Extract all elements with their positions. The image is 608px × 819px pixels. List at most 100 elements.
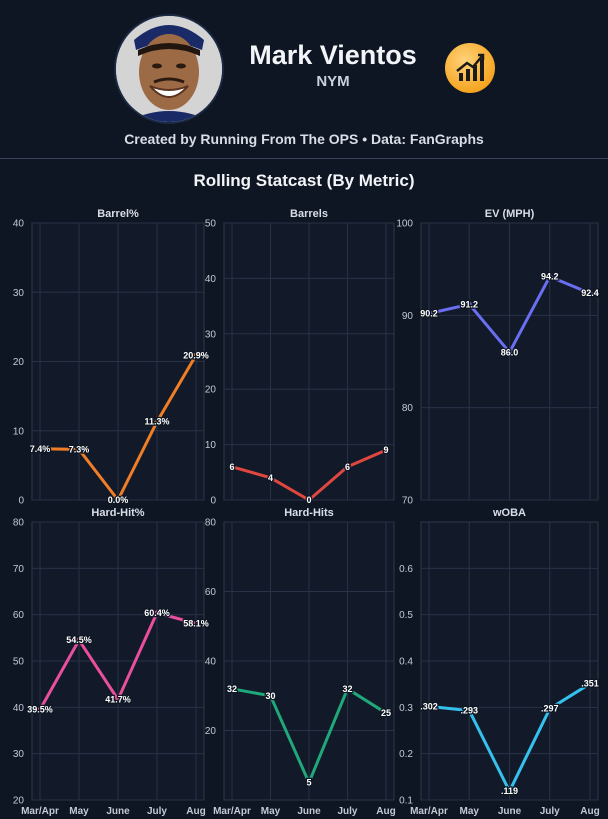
y-tick-label: 20 bbox=[13, 796, 25, 807]
team-abbreviation: NYM bbox=[316, 73, 350, 90]
chart-panel-3: 70 80 90 100 EV (MPH) 90.2 91.2 86.0 94.2 92.4 bbox=[396, 208, 600, 507]
y-tick-label: 80 bbox=[402, 403, 414, 414]
data-label: 11.3% bbox=[144, 417, 169, 427]
data-point bbox=[383, 447, 389, 453]
data-point bbox=[466, 301, 472, 307]
y-tick-label: 10 bbox=[205, 440, 217, 451]
y-tick-label: 60 bbox=[13, 610, 25, 621]
x-tick-label: Mar/Apr bbox=[21, 806, 59, 817]
panel-title: Hard-Hits bbox=[284, 507, 334, 519]
panel-title: Barrels bbox=[290, 208, 328, 220]
y-tick-label: 60 bbox=[205, 587, 217, 598]
x-tick-label: July bbox=[337, 806, 357, 817]
data-label: 32 bbox=[227, 684, 237, 694]
data-label: 4 bbox=[268, 473, 273, 483]
header-divider bbox=[0, 158, 608, 159]
y-tick-label: 0.1 bbox=[399, 796, 413, 807]
data-label: .119 bbox=[501, 786, 518, 796]
x-tick-label: June bbox=[106, 806, 130, 817]
data-label: .297 bbox=[541, 704, 559, 714]
data-point bbox=[306, 497, 312, 503]
data-point bbox=[76, 637, 82, 643]
trend-chart-icon bbox=[445, 43, 495, 93]
y-tick-label: 40 bbox=[13, 219, 25, 230]
chart-subtitle: Rolling Statcast (By Metric) bbox=[193, 171, 415, 190]
data-label: 92.4 bbox=[581, 288, 599, 298]
y-tick-label: 80 bbox=[13, 518, 25, 529]
data-point bbox=[466, 708, 472, 714]
data-point bbox=[115, 696, 121, 702]
y-tick-label: 70 bbox=[13, 564, 25, 575]
data-label: 54.5% bbox=[66, 635, 92, 645]
data-label: 0 bbox=[306, 495, 311, 505]
data-label: 90.2 bbox=[420, 308, 438, 318]
data-label: 91.2 bbox=[460, 299, 478, 309]
x-tick-label: Mar/Apr bbox=[213, 806, 251, 817]
y-tick-label: 20 bbox=[13, 357, 25, 368]
y-tick-label: 50 bbox=[205, 219, 217, 230]
data-label: .351 bbox=[581, 679, 599, 689]
x-tick-label: May bbox=[261, 806, 281, 817]
player-avatar bbox=[114, 14, 224, 124]
data-point bbox=[268, 475, 273, 481]
chart-panel-4: 20 30 40 50 60 70 80 Mar/Apr May June July Aug Hard-… bbox=[13, 507, 210, 817]
data-label: 9 bbox=[383, 445, 388, 455]
y-tick-label: 0 bbox=[210, 496, 216, 507]
data-label: 60.4% bbox=[144, 608, 170, 618]
data-point bbox=[547, 274, 553, 280]
data-point bbox=[507, 788, 512, 794]
y-tick-label: 30 bbox=[13, 749, 25, 760]
y-tick-label: 30 bbox=[205, 329, 217, 340]
data-point bbox=[507, 349, 512, 355]
data-point bbox=[37, 446, 43, 452]
data-label: 6 bbox=[345, 462, 350, 472]
data-point bbox=[154, 610, 160, 616]
data-point bbox=[547, 706, 553, 712]
x-tick-label: Mar/Apr bbox=[410, 806, 448, 817]
y-tick-label: 0.5 bbox=[399, 610, 413, 621]
x-tick-label: Aug bbox=[186, 806, 205, 817]
y-tick-label: 100 bbox=[396, 219, 413, 230]
data-point bbox=[268, 693, 273, 699]
report-header: Mark Vientos NYM Created by Running From… bbox=[0, 0, 608, 158]
y-tick-label: 30 bbox=[13, 288, 25, 299]
data-point bbox=[76, 446, 82, 452]
data-label: .293 bbox=[460, 706, 478, 716]
data-label: 20.9% bbox=[183, 350, 209, 360]
y-tick-label: 40 bbox=[13, 703, 25, 714]
panel-title: Barrel% bbox=[97, 208, 139, 220]
x-tick-label: July bbox=[147, 806, 167, 817]
y-tick-label: 0 bbox=[18, 496, 24, 507]
panel-title: Hard-Hit% bbox=[91, 507, 144, 519]
data-point bbox=[37, 707, 43, 713]
y-tick-label: 20 bbox=[205, 726, 217, 737]
y-tick-label: 0.4 bbox=[399, 657, 413, 668]
data-point bbox=[154, 419, 160, 425]
x-tick-label: May bbox=[69, 806, 89, 817]
data-label: 39.5% bbox=[27, 705, 53, 715]
data-point bbox=[115, 497, 121, 503]
data-label: 86.0 bbox=[501, 347, 519, 357]
x-tick-label: May bbox=[460, 806, 480, 817]
x-tick-label: Aug bbox=[580, 806, 599, 817]
data-label: 7.4% bbox=[30, 444, 51, 454]
y-tick-label: 40 bbox=[205, 274, 217, 285]
data-point bbox=[426, 310, 432, 316]
data-label: 25 bbox=[381, 708, 391, 718]
data-point bbox=[383, 710, 389, 716]
y-tick-label: 0.2 bbox=[399, 749, 413, 760]
y-tick-label: 50 bbox=[13, 657, 25, 668]
player-headshot-icon bbox=[116, 16, 222, 122]
data-label: 30 bbox=[265, 691, 275, 701]
chart-panel-6: 0.1 0.2 0.3 0.4 0.5 0.6 Mar/Apr May June July Aug w… bbox=[399, 507, 600, 817]
data-point bbox=[587, 290, 593, 296]
y-tick-label: 0.6 bbox=[399, 564, 413, 575]
data-label: .302 bbox=[420, 701, 438, 711]
data-point bbox=[193, 620, 199, 626]
x-tick-label: Aug bbox=[376, 806, 395, 817]
y-tick-label: 70 bbox=[402, 496, 414, 507]
y-tick-label: 40 bbox=[205, 657, 217, 668]
data-point bbox=[229, 464, 235, 470]
